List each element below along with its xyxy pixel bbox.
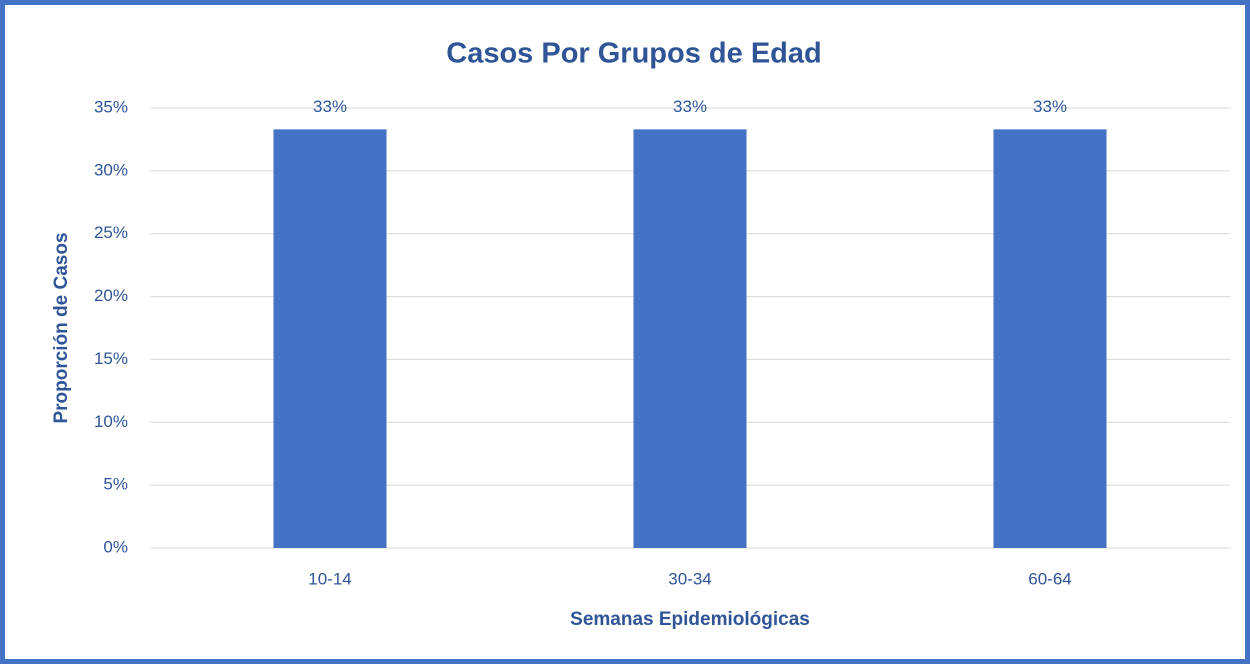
x-tick-label: 30-34	[668, 569, 711, 588]
x-tick-label: 60-64	[1028, 569, 1071, 588]
data-label: 33%	[313, 97, 347, 116]
y-tick-label: 25%	[94, 223, 128, 242]
y-tick-label: 0%	[103, 537, 128, 556]
data-label: 33%	[673, 97, 707, 116]
y-tick-label: 30%	[94, 160, 128, 179]
y-tick-label: 20%	[94, 286, 128, 305]
y-axis-title: Proporción de Casos	[51, 232, 72, 423]
y-tick-label: 15%	[94, 349, 128, 368]
x-axis-title: Semanas Epidemiológicas	[570, 609, 810, 630]
bar	[993, 129, 1107, 548]
bar	[633, 129, 747, 548]
x-tick-label: 10-14	[308, 569, 351, 588]
y-tick-label: 10%	[94, 412, 128, 431]
y-tick-label: 5%	[103, 475, 128, 494]
data-label: 33%	[1033, 97, 1067, 116]
bar	[273, 129, 387, 548]
y-tick-label: 35%	[94, 97, 128, 116]
chart-title: Casos Por Grupos de Edad	[446, 38, 821, 70]
